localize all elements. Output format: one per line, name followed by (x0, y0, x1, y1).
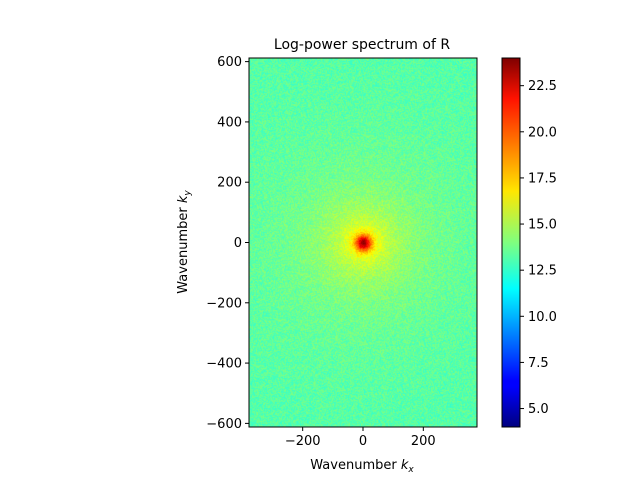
colorbar: 5.0 7.5 10.0 12.5 15.0 17.5 20.0 22.5 (501, 57, 557, 428)
y-tick-label: 400 (217, 115, 242, 130)
y-tick-label: −200 (206, 296, 242, 311)
y-axis-ticks: −600 −400 −200 0 200 400 600 (206, 55, 249, 432)
x-axis-ticks: −200 0 200 (285, 427, 436, 449)
colorbar-frame (501, 57, 521, 428)
heatmap-area (248, 57, 478, 428)
y-tick-label: −600 (206, 417, 242, 432)
colorbar-tick-label: 5.0 (528, 402, 549, 417)
x-tick-label: 0 (359, 434, 367, 449)
chart-title: Log-power spectrum of R (274, 37, 450, 53)
colorbar-ticks: 5.0 7.5 10.0 12.5 15.0 17.5 20.0 22.5 (520, 79, 557, 417)
x-axis-label: Wavenumber kx (310, 458, 414, 475)
y-axis-label: Wavenumber ky (176, 190, 193, 294)
colorbar-tick-label: 22.5 (528, 79, 557, 94)
y-tick-label: 200 (217, 176, 242, 191)
y-tick-label: −400 (206, 357, 242, 372)
colorbar-tick-label: 10.0 (528, 310, 557, 325)
colorbar-gradient (502, 58, 520, 427)
colorbar-tick-label: 12.5 (528, 264, 557, 279)
colorbar-tick-label: 15.0 (528, 218, 557, 233)
y-tick-label: 0 (234, 236, 242, 251)
heatmap-image (249, 58, 477, 427)
colorbar-tick-label: 20.0 (528, 125, 557, 140)
x-tick-label: −200 (285, 434, 321, 449)
colorbar-tick-label: 7.5 (528, 356, 549, 371)
plot-frame (248, 57, 478, 428)
x-tick-label: 200 (411, 434, 436, 449)
y-tick-label: 600 (217, 55, 242, 70)
colorbar-tick-label: 17.5 (528, 171, 557, 186)
